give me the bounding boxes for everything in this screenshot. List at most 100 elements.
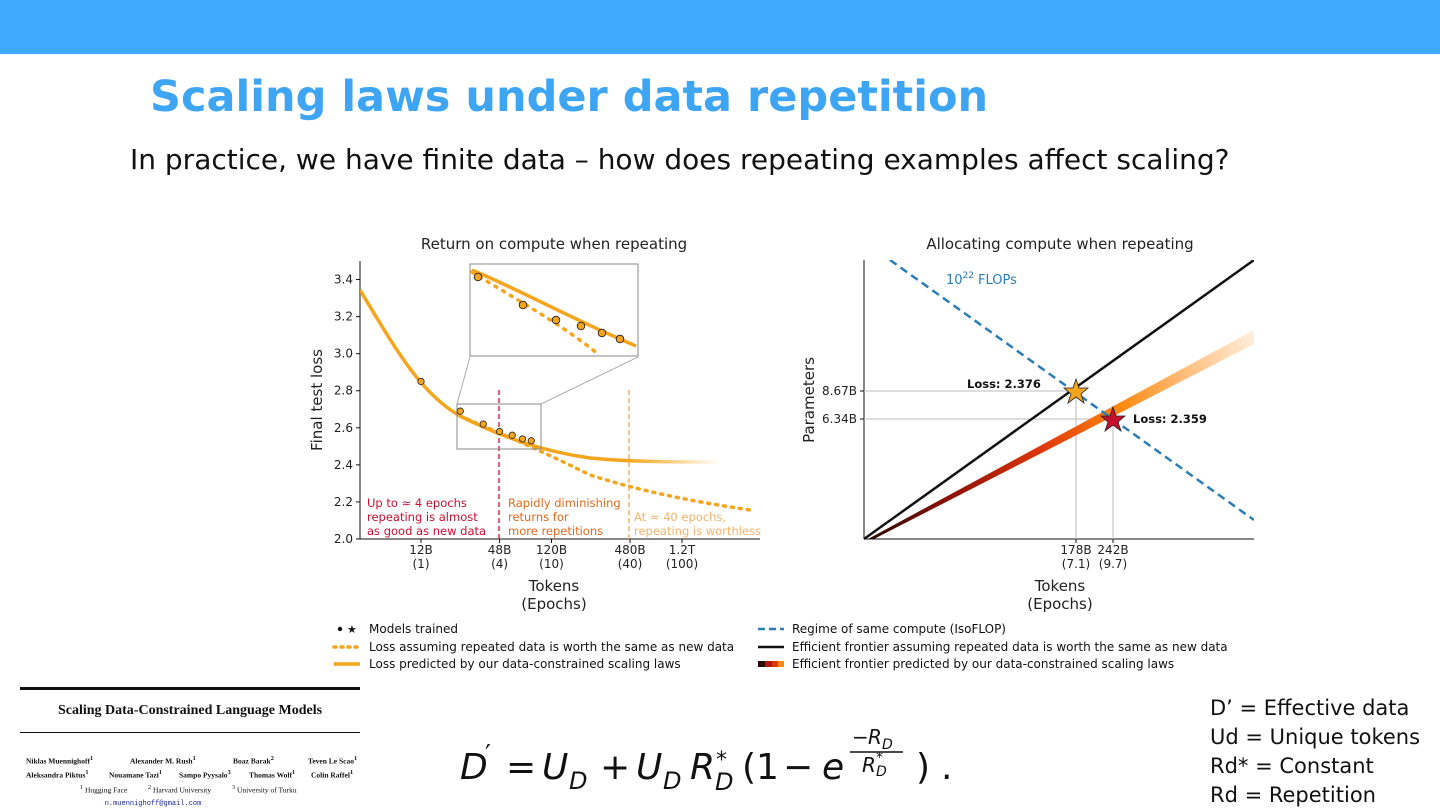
- paper-author: Colin Raffel1: [311, 769, 354, 780]
- inset-model-markers: [473, 272, 625, 344]
- paper-author: Niklas Muennighoff1: [26, 755, 94, 766]
- svg-text:.: .: [941, 747, 952, 788]
- x-tick-label: (7.1): [1062, 557, 1090, 571]
- paper-affiliation: 1 Hugging Face: [80, 784, 128, 795]
- svg-text:): ): [916, 747, 930, 788]
- effective-data-formula: D ′ = U D + U D R * D (1 − e − R D R * D…: [460, 725, 952, 796]
- y-tick-label: 8.67B: [822, 384, 857, 398]
- paper-bottom-rule: [20, 732, 360, 733]
- inset-model-point: [576, 321, 586, 331]
- svg-text:D: D: [715, 768, 733, 796]
- paper-email: n.muennighoff@gmail.com: [104, 800, 202, 808]
- model-point: [508, 431, 516, 439]
- legend-new-data-loss: Loss assuming repeated data is worth the…: [369, 640, 734, 654]
- svg-text:*: *: [876, 750, 883, 766]
- y-tick-label: 2.4: [334, 458, 353, 472]
- x-tick-label: 178B: [1060, 543, 1091, 557]
- legend-frontier-new-data: Efficient frontier assuming repeated dat…: [792, 640, 1228, 654]
- inset-model-point: [518, 300, 528, 310]
- svg-text:(1: (1: [742, 747, 779, 788]
- paper-top-rule: [20, 687, 360, 690]
- x-tick-label: (100): [666, 557, 698, 571]
- legend-isoflop: Regime of same compute (IsoFLOP): [792, 622, 1006, 636]
- legend-predicted-loss: Loss predicted by our data-constrained s…: [369, 657, 681, 671]
- slide-subtitle: In practice, we have finite data – how d…: [130, 143, 1230, 176]
- svg-text:R: R: [690, 747, 715, 788]
- x-axis-label-line2: (Epochs): [1027, 595, 1092, 613]
- svg-text:=: =: [506, 747, 536, 788]
- x-tick-label: (9.7): [1099, 557, 1127, 571]
- y-tick-label: 3.2: [334, 310, 353, 324]
- paper-author: Alexander M. Rush1: [130, 755, 196, 766]
- svg-text:R: R: [862, 753, 876, 777]
- annotation-red: Up to ≈ 4 epochs repeating is almost as …: [367, 496, 486, 538]
- svg-text:R: R: [868, 725, 882, 749]
- definition-constant: Rd* = Constant: [1210, 754, 1374, 778]
- chart-return-on-compute: Return on compute when repeating 2.0 2.2 2…: [308, 235, 761, 613]
- svg-text:e: e: [822, 747, 844, 788]
- y-tick-label: 2.0: [334, 532, 353, 546]
- svg-text:−: −: [852, 725, 869, 749]
- paper-snippet: Scaling Data-Constrained Language Models…: [18, 684, 362, 811]
- x-axis-label-line1: Tokens: [528, 577, 580, 595]
- definition-repetition: Rd = Repetition: [1210, 783, 1376, 807]
- annotation-orange: Rapidly diminishing returns for more rep…: [508, 496, 624, 538]
- chart-title: Return on compute when repeating: [421, 235, 687, 253]
- svg-text:D: D: [882, 737, 893, 753]
- inset-model-point: [597, 328, 607, 338]
- model-point: [479, 420, 487, 428]
- loss-label-black: Loss: 2.376: [967, 377, 1041, 391]
- legend-models-trained: Models trained: [369, 622, 458, 636]
- x-tick-label: (4): [491, 557, 508, 571]
- x-tick-label: (1): [413, 557, 430, 571]
- y-tick-label: 2.8: [334, 384, 353, 398]
- frontier-data-constrained: [868, 330, 1254, 539]
- y-tick-label: 3.4: [334, 273, 353, 287]
- paper-author: Nouamane Tazi1: [109, 769, 162, 780]
- slide-title: Scaling laws under data repetition: [150, 72, 989, 122]
- loss-label-red: Loss: 2.359: [1133, 412, 1207, 426]
- inset-model-point: [551, 315, 561, 325]
- svg-text:D: D: [460, 747, 488, 788]
- y-tick-label: 2.2: [334, 495, 353, 509]
- paper-author: Boaz Barak2: [233, 755, 274, 766]
- svg-text:D: D: [876, 764, 887, 780]
- x-axis-ticks: 178B(7.1) 242B(9.7): [1060, 539, 1129, 571]
- x-tick-label: 48B: [488, 543, 512, 557]
- inset-model-point: [473, 272, 483, 282]
- variable-definitions: D’ = Effective data Ud = Unique tokens R…: [1210, 694, 1420, 810]
- frontier-new-data: [864, 260, 1254, 540]
- legend-frontier-constrained: Efficient frontier predicted by our data…: [792, 657, 1174, 671]
- x-tick-label: 1.2T: [669, 543, 696, 557]
- star-marker-red: [1099, 405, 1127, 433]
- svg-text:−: −: [783, 747, 813, 788]
- x-tick-label: (10): [539, 557, 564, 571]
- model-point: [527, 437, 535, 445]
- paper-author: Aleksandra Piktus1: [26, 769, 89, 780]
- star-marker-orange: [1062, 377, 1090, 405]
- svg-text:D: D: [569, 767, 587, 795]
- x-tick-label: 120B: [536, 543, 567, 557]
- zoom-region-box: [456, 403, 542, 450]
- y-axis-ticks: 2.0 2.2 2.4 2.6 2.8 3.0 3.2 3.4: [334, 273, 360, 546]
- x-tick-label: (40): [618, 557, 643, 571]
- x-axis-label-line2: (Epochs): [521, 595, 586, 613]
- y-tick-label: 3.0: [334, 347, 353, 361]
- paper-author: Thomas Wolf1: [249, 769, 296, 780]
- y-axis-label: Final test loss: [308, 349, 326, 451]
- x-tick-label: 480B: [614, 543, 645, 557]
- model-markers: [417, 377, 535, 445]
- model-point: [417, 377, 425, 386]
- paper-affiliation: 2 Harvard University: [148, 784, 212, 795]
- svg-text:D: D: [663, 767, 681, 795]
- svg-text:★: ★: [347, 623, 357, 636]
- isoflop-label: 1022 FLOPs: [946, 271, 1017, 288]
- paper-author: Sampo Pyysalo3: [179, 769, 231, 780]
- y-tick-label: 6.34B: [822, 412, 857, 426]
- x-axis-label-line1: Tokens: [1034, 577, 1086, 595]
- model-point: [456, 407, 464, 415]
- paper-affiliation: 3 University of Turku: [232, 784, 297, 795]
- inset-model-point: [615, 334, 625, 344]
- annotation-light: At ≈ 40 epochs, repeating is worthless: [634, 510, 761, 538]
- paper-author: Teven Le Scao1: [308, 755, 358, 766]
